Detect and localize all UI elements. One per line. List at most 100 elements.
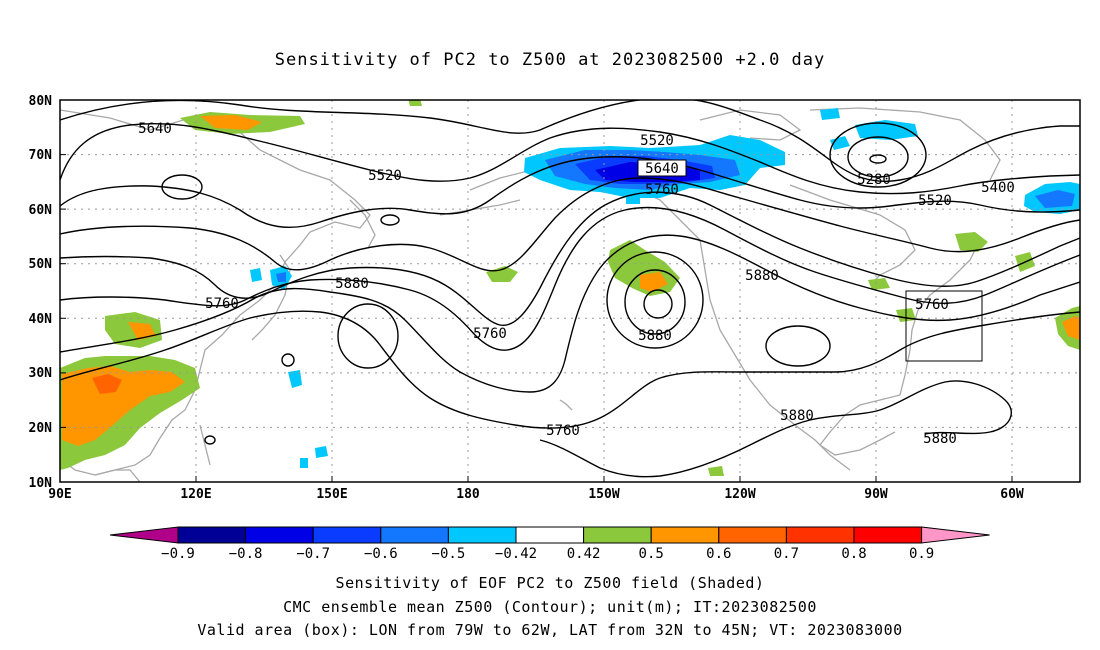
coastline-hawaii: [559, 399, 573, 411]
contour-low-nepac-1: [606, 251, 704, 349]
coastline-greenland: [809, 107, 1001, 181]
x-tick-label: 90W: [864, 487, 888, 502]
axis-ticks: [59, 99, 1013, 483]
x-tick-label: 150W: [588, 487, 619, 502]
x-tick-labels: 90E 120E 150E 180 150W 120W 90W 60W: [48, 487, 1024, 502]
x-tick-label: 90E: [48, 487, 71, 502]
contour-label: 5760: [645, 182, 679, 198]
shade-arctic-lightblue: [855, 120, 918, 140]
shade-eatl-orange: [1062, 316, 1080, 340]
y-tick-label: 50N: [29, 257, 53, 272]
shade-pacific-lightblue: [288, 370, 302, 388]
coastline-eastna: [899, 239, 981, 396]
colorbar-label: −0.8: [229, 546, 263, 562]
colorbar-segment: [718, 526, 787, 544]
plot-frame: [59, 99, 1081, 483]
y-tick-label: 60N: [29, 203, 53, 218]
shade-small-4: [300, 458, 308, 468]
colorbar-segment: [650, 526, 720, 544]
colorbar-label: −0.9: [161, 546, 195, 562]
shade-cpac-green: [486, 266, 518, 282]
contour-south-1: [60, 234, 1080, 393]
colorbar-segment: [853, 526, 923, 544]
colorbar-segment: [245, 526, 314, 544]
contour-label: 5880: [335, 276, 369, 292]
y-tick-label: 80N: [29, 94, 53, 109]
shade-gl-green: [868, 278, 890, 290]
colorbar-label: −0.7: [296, 546, 330, 562]
shade-asia-darkorange: [92, 374, 122, 394]
contour-small-ph: [204, 435, 216, 445]
colorbar-segment: [177, 526, 247, 544]
shade-asia-orange: [62, 366, 185, 446]
coastline-philippines: [199, 424, 211, 466]
x-tick-label: 120W: [724, 487, 755, 502]
label-box-5640: [637, 159, 687, 177]
y-tick-labels: 10N 20N 30N 40N 50N 60N 70N 80N: [29, 94, 53, 491]
contour-mid-3: [60, 206, 1080, 351]
contour-label: 5520: [368, 168, 402, 184]
coastline-gulf: [819, 394, 901, 456]
contour-label: 5760: [205, 296, 239, 312]
coastline-kamchatka: [349, 199, 376, 249]
gridlines: [60, 100, 1080, 482]
colorbar-segment: [515, 526, 585, 544]
contour-north-1: [60, 100, 1080, 182]
colorbar-segment: [785, 526, 855, 544]
y-tick-label: 40N: [29, 312, 53, 327]
colorbar-label: 0.6: [706, 546, 731, 562]
shade-small-5: [626, 194, 640, 204]
contour-north-3: [60, 156, 1080, 228]
contour-mid-1: [60, 177, 1080, 272]
colorbar-label: 0.5: [639, 546, 664, 562]
chart-title: Sensitivity of PC2 to Z500 at 2023082500…: [274, 50, 826, 70]
contour-high-pac: [337, 303, 399, 369]
shade-small-2: [708, 466, 724, 476]
contour-label: 5640: [138, 121, 172, 137]
contour-label: 5880: [638, 328, 672, 344]
contour-small-kam: [380, 214, 400, 226]
y-tick-label: 20N: [29, 421, 53, 436]
colorbar-label: −0.42: [495, 546, 537, 562]
shade-atl-blue: [1035, 190, 1075, 208]
y-tick-label: 30N: [29, 366, 53, 381]
contour-low-nepac-2: [624, 269, 686, 335]
colorbar-label: 0.7: [774, 546, 799, 562]
caption-line-3: Valid area (box): LON from 79W to 62W, L…: [197, 621, 903, 639]
x-tick-label: 120E: [180, 487, 211, 502]
contour-south-2: [60, 310, 1080, 429]
contour-label: 5760: [915, 297, 949, 313]
colorbar-label: 0.42: [567, 546, 601, 562]
coastline-hudson: [789, 184, 916, 286]
contour-low-arctic-2: [847, 136, 909, 178]
contour-low-arctic-3: [869, 154, 887, 164]
x-tick-label: 180: [456, 487, 480, 502]
shade-siberia-orange: [200, 115, 262, 130]
shade-ne-green: [955, 232, 988, 252]
shade-japan-blue: [276, 272, 286, 282]
contour-south-3: [539, 380, 1012, 478]
colorbar-segment: [583, 526, 652, 544]
contour-label: 5880: [780, 408, 814, 424]
y-tick-label: 70N: [29, 148, 53, 163]
contour-label: 5400: [981, 180, 1015, 196]
coastline-aleutians: [439, 199, 521, 216]
colorbar-segment: [447, 526, 517, 544]
caption-line-1: Sensitivity of EOF PC2 to Z500 field (Sh…: [335, 574, 765, 592]
contour-label-boxed: 5640: [645, 161, 679, 177]
contour-label: 5520: [640, 133, 674, 149]
y-tick-label: 10N: [29, 476, 53, 491]
contour-label-group: 5640 5520 5520 5640 5760 5280 5400 5520 …: [138, 121, 1015, 447]
z500-contours: [60, 100, 1080, 478]
colorbar-labels: −0.9 −0.8 −0.7 −0.6 −0.5 −0.42 0.42 0.5 0.6 0.7 0.…: [161, 546, 934, 562]
colorbar-segment: [312, 526, 382, 544]
coastline-japan: [251, 254, 291, 341]
valid-area-box: [905, 290, 983, 362]
colorbar-segment: [380, 526, 449, 544]
shade-small-3: [315, 446, 328, 458]
shade-china-orange: [128, 322, 156, 340]
contour-label: 5520: [918, 193, 952, 209]
contour-north-2: [60, 122, 1080, 195]
colorbar: [109, 526, 990, 544]
